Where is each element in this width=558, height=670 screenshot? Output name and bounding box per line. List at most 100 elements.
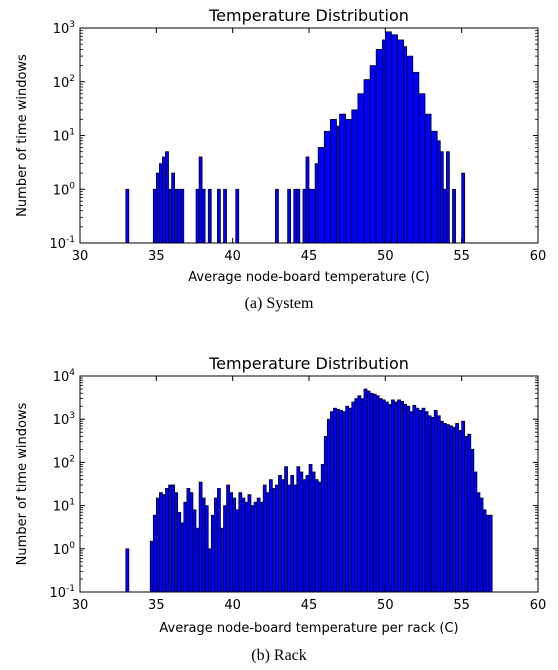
histogram-bar: [342, 411, 346, 593]
histogram-bar: [384, 31, 392, 244]
histogram-bar: [439, 151, 444, 244]
histogram-bar: [326, 418, 331, 593]
histogram-bar: [149, 540, 154, 593]
histogram-bar: [424, 113, 432, 244]
histogram-bar: [204, 505, 209, 593]
histogram-bar: [330, 411, 334, 593]
histogram-bar: [375, 395, 380, 593]
histogram-bar: [333, 407, 337, 593]
histogram-bar: [418, 410, 423, 593]
histogram-bar: [449, 425, 453, 593]
histogram-bar: [241, 497, 246, 593]
histogram-bar: [293, 188, 298, 244]
x-tick-label: 45: [301, 249, 318, 264]
histogram-bar: [452, 426, 456, 593]
histogram-bar: [384, 401, 389, 593]
x-tick-label: 60: [530, 598, 547, 613]
histogram-bar: [247, 494, 252, 593]
histogram-bar: [476, 492, 481, 593]
histogram-bar: [162, 156, 166, 244]
histogram-bar: [406, 55, 414, 244]
y-axis-label: Number of time windows: [15, 402, 30, 565]
histogram-bar: [479, 497, 484, 593]
histogram-bar: [348, 407, 353, 593]
histogram-bar: [363, 79, 371, 244]
histogram-bar: [421, 407, 426, 593]
histogram-bar: [259, 501, 264, 593]
histogram-bar: [439, 420, 444, 593]
histogram-bar: [446, 151, 450, 244]
histogram-bar: [311, 471, 316, 593]
histogram-bar: [317, 481, 322, 593]
histogram-bar: [278, 475, 282, 593]
histogram-bar: [351, 401, 356, 593]
histogram-bar: [253, 501, 258, 593]
chart-title: Temperature Distribution: [208, 6, 409, 25]
histogram-bar: [284, 466, 288, 593]
histogram-bar: [201, 497, 206, 593]
histogram-bar: [192, 509, 197, 593]
chart-system: Temperature Distribution 30 35 40 45 50 55 60 1…: [15, 6, 546, 312]
histogram-bar: [195, 188, 200, 244]
histogram-bar: [296, 466, 301, 593]
histogram-bar: [290, 475, 295, 593]
histogram-bar: [265, 492, 270, 593]
histogram-bar: [235, 509, 240, 593]
histogram-bar: [488, 514, 493, 593]
histogram-bar: [473, 471, 478, 593]
histogram-bar: [470, 449, 475, 593]
histogram-bar: [168, 188, 172, 244]
histogram-bar: [443, 423, 447, 593]
histogram-bar: [262, 484, 267, 593]
y-tick-label: 103: [53, 411, 75, 428]
histogram-bar: [446, 424, 450, 593]
y-tick-label: 104: [53, 368, 76, 385]
histogram-bar: [323, 130, 331, 244]
histogram-bar: [226, 484, 230, 593]
histogram-bar: [152, 188, 157, 244]
histogram-bar: [391, 399, 395, 593]
histogram-bar: [339, 113, 346, 244]
histogram-bar: [388, 404, 392, 593]
histogram-bar: [275, 484, 279, 593]
histogram-bar: [207, 188, 212, 244]
histogram-bar: [323, 436, 328, 593]
histogram-bar: [275, 188, 279, 244]
histogram-bar: [305, 156, 310, 244]
histogram-bar: [366, 390, 371, 593]
x-tick-label: 50: [377, 598, 394, 613]
histogram-bar: [464, 436, 469, 593]
histogram-bar: [394, 401, 398, 593]
y-tick-label: 102: [53, 454, 75, 471]
histogram-bar: [378, 398, 383, 593]
histogram-bar: [397, 399, 401, 593]
histogram-bar: [299, 471, 304, 593]
histogram-bar: [430, 417, 435, 593]
histogram-bar: [330, 118, 337, 244]
histogram-bar: [354, 398, 359, 593]
x-tick-label: 60: [530, 249, 547, 264]
histogram-bar: [180, 188, 185, 244]
histogram-bar: [314, 163, 319, 244]
histogram-bar: [400, 400, 405, 593]
histogram-bar: [155, 172, 160, 244]
x-axis-label: Average node-board temperature per rack …: [159, 621, 458, 636]
histogram-bar: [223, 188, 227, 244]
histogram-bar: [351, 109, 359, 244]
histogram-bar: [461, 172, 466, 244]
histogram-bar: [198, 156, 203, 244]
histogram-bar: [375, 49, 383, 244]
histogram-bar: [397, 39, 405, 244]
histogram-bar: [443, 188, 447, 244]
histogram-bar: [418, 93, 426, 244]
y-tick-label: 10-1: [49, 235, 75, 252]
figure-caption: (a) System: [245, 295, 314, 312]
histogram-bar: [403, 404, 408, 593]
histogram-bar: [165, 151, 169, 244]
axis-ticks: 30 35 40 45 50 55 60 10-1 100 101 102 103 104: [49, 368, 546, 613]
x-tick-label: 40: [224, 249, 241, 264]
histogram-bar: [180, 522, 185, 593]
x-tick-label: 50: [377, 249, 394, 264]
histogram-bar: [369, 65, 377, 244]
